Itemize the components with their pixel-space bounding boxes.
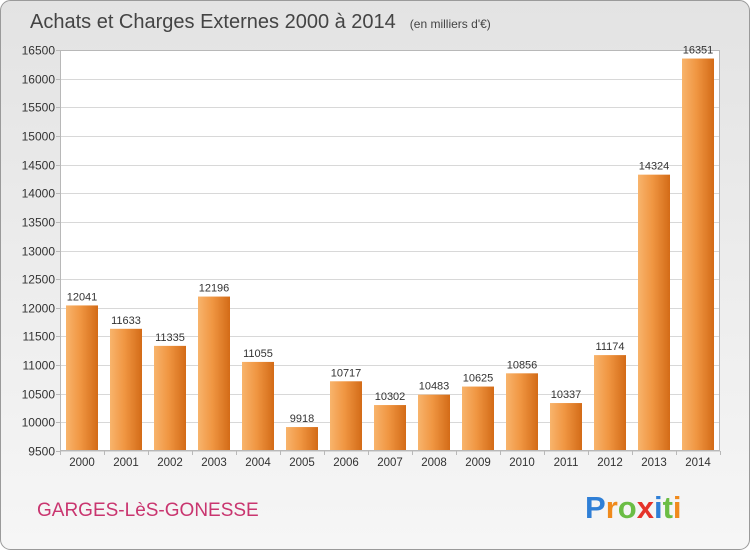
y-tick-label: 9500	[28, 445, 55, 459]
value-label-2007: 10302	[375, 391, 406, 403]
x-tick-label-2003: 2003	[201, 457, 227, 469]
value-label-2008: 10483	[419, 381, 450, 393]
value-label-2012: 11174	[596, 341, 625, 353]
bar-2006	[330, 381, 362, 451]
x-tick-label-2007: 2007	[377, 457, 403, 469]
bar-2002	[154, 345, 186, 451]
y-tick-label: 16000	[22, 73, 56, 87]
x-tick-label-2004: 2004	[245, 457, 271, 469]
x-axis-tick-marks	[60, 451, 721, 455]
y-tick-label: 13000	[22, 245, 56, 259]
x-tick-label-2005: 2005	[289, 457, 315, 469]
y-tick-label: 11500	[23, 330, 56, 344]
y-tick-label: 14500	[22, 159, 56, 173]
y-tick-label: 15500	[22, 101, 56, 115]
value-label-2014: 16351	[683, 45, 714, 57]
proxiti-logo-letter: t	[663, 490, 673, 525]
y-tick-label: 12500	[22, 273, 56, 287]
chart-subtitle: (en milliers d'€)	[410, 17, 491, 31]
x-tick-label-2002: 2002	[157, 457, 183, 469]
bar-2007	[374, 405, 406, 451]
bar-2012	[594, 355, 626, 451]
y-axis-tick-labels: 9500 10000 10500 11000 11500 12000 12500 13000 1…	[22, 44, 56, 459]
x-tick-label-2006: 2006	[333, 457, 359, 469]
value-label-2013: 14324	[639, 161, 670, 173]
bar-2011	[550, 403, 582, 451]
x-tick-label-2008: 2008	[421, 457, 447, 469]
proxiti-logo-letter: x	[637, 490, 655, 525]
commune-name: GARGES-LèS-GONESSE	[37, 500, 259, 521]
bar-2008	[418, 394, 450, 451]
proxiti-logo-letter: P	[585, 490, 606, 525]
plot-frame	[60, 50, 720, 451]
proxiti-logo-letter: i	[654, 490, 663, 525]
y-tick-label: 13500	[22, 216, 56, 230]
chart-title: Achats et Charges Externes 2000 à 2014	[30, 11, 396, 33]
x-tick-label-2011: 2011	[554, 457, 579, 469]
bar-value-labels: 12041 11633 11335 12196 11055 9918 10717 10302 1…	[67, 45, 714, 426]
bar-2001	[110, 328, 142, 451]
x-axis-tick-labels: 2000 2001 2002 2003 2004 2005 2006 2007 2008 2009…	[69, 457, 711, 469]
x-tick-label-2000: 2000	[69, 457, 95, 469]
value-label-2009: 10625	[463, 373, 494, 385]
x-tick-label-2001: 2001	[113, 457, 139, 469]
bar-2000	[66, 305, 98, 451]
bar-2003	[198, 296, 230, 451]
proxiti-logo-letter: i	[673, 490, 682, 525]
proxiti-logo-letter: r	[606, 490, 618, 525]
value-label-2001: 11633	[111, 315, 141, 327]
y-tick-label: 15000	[22, 130, 56, 144]
bar-2005	[286, 427, 318, 451]
value-label-2010: 10856	[507, 359, 538, 371]
bar-2004	[242, 361, 274, 451]
x-tick-label-2013: 2013	[641, 457, 667, 469]
bar-2013	[638, 174, 670, 451]
bar-2009	[462, 386, 494, 451]
x-tick-label-2014: 2014	[685, 457, 711, 469]
value-label-2002: 11335	[155, 332, 185, 344]
chart-title-line: Achats et Charges Externes 2000 à 2014 (e…	[30, 11, 491, 33]
value-label-2006: 10717	[331, 367, 362, 379]
value-label-2000: 12041	[67, 291, 98, 303]
bar-2010	[506, 373, 538, 451]
x-tick-label-2010: 2010	[509, 457, 535, 469]
x-tick-label-2012: 2012	[597, 457, 623, 469]
y-tick-label: 10000	[22, 416, 56, 430]
value-label-2004: 11055	[243, 348, 273, 360]
bars	[66, 58, 714, 451]
bar-2014	[682, 58, 714, 451]
y-tick-label: 14000	[22, 187, 56, 201]
proxiti-logo: Proxiti	[585, 490, 682, 525]
value-label-2005: 9918	[290, 413, 314, 425]
y-tick-label: 12000	[22, 302, 56, 316]
proxiti-logo-letter: o	[618, 490, 637, 525]
y-tick-label: 10500	[22, 388, 56, 402]
y-tick-label: 16500	[22, 44, 56, 58]
x-tick-label-2009: 2009	[465, 457, 491, 469]
value-label-2003: 12196	[199, 283, 230, 295]
y-tick-label: 11000	[23, 359, 56, 373]
value-label-2011: 10337	[551, 389, 582, 401]
